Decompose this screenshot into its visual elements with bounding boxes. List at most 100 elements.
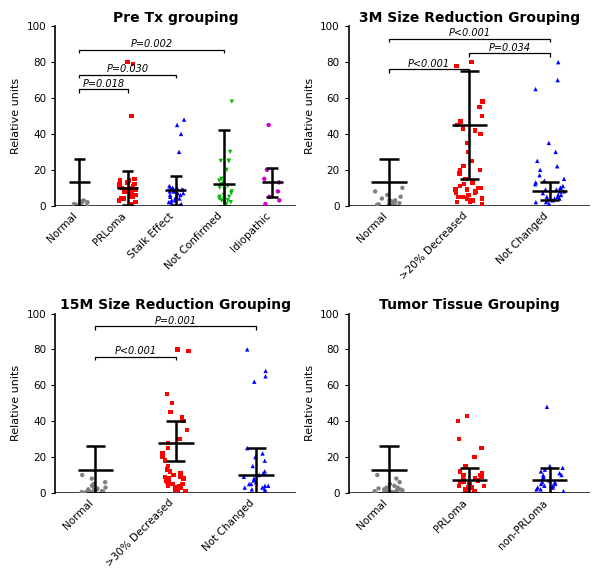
Point [246,479,256,488]
Point [559,187,569,196]
Point [251,452,260,462]
Point [115,176,124,185]
Point [171,192,181,201]
Text: P<0.001: P<0.001 [408,59,450,69]
Point [532,156,542,165]
Point [98,487,108,496]
Point [157,449,167,458]
Point [384,200,394,209]
Point [392,486,401,495]
Point [556,183,566,193]
Point [273,187,282,196]
Point [531,180,540,189]
Point [460,462,470,471]
Point [535,171,545,180]
Point [251,477,261,487]
Point [458,192,468,201]
Point [382,487,391,496]
Point [558,463,567,473]
Point [165,467,175,476]
Point [464,190,474,200]
Point [462,194,472,203]
Point [379,485,389,494]
Point [541,185,551,194]
Point [538,474,548,483]
Point [552,162,562,171]
Point [385,479,395,488]
Y-axis label: Relative units: Relative units [11,78,21,154]
Point [261,200,270,209]
Point [467,57,477,67]
Text: P=0.002: P=0.002 [130,39,173,49]
Point [131,198,141,207]
Point [451,61,461,70]
Point [533,483,543,492]
Point [76,199,85,208]
Point [531,198,541,207]
Point [82,201,92,210]
Point [453,192,463,201]
Point [536,467,546,476]
Point [389,198,398,207]
Point [116,194,126,203]
Point [470,487,480,496]
Point [545,476,554,485]
Point [477,194,487,203]
Point [540,481,549,491]
Point [531,85,540,94]
Point [97,487,107,496]
Point [127,187,136,196]
Point [554,190,563,200]
Point [223,182,233,191]
Point [177,185,187,194]
Point [128,183,138,193]
Point [163,476,173,485]
Point [467,483,477,492]
Point [165,408,175,417]
Point [264,120,273,129]
Point [465,198,475,207]
Point [72,200,81,209]
Point [477,111,487,121]
Point [377,194,386,203]
Point [130,180,139,189]
Point [386,197,396,206]
Point [184,346,194,356]
Point [219,194,229,203]
Point [216,156,225,165]
Point [115,182,124,191]
Point [79,195,88,205]
Point [83,198,93,207]
Point [385,200,394,209]
Point [162,390,172,399]
Point [176,472,186,481]
Point [260,174,269,183]
Point [81,488,90,497]
Point [453,416,463,426]
Point [540,465,550,474]
Point [260,487,270,496]
Point [127,185,136,194]
Point [163,438,172,447]
Point [459,477,468,487]
Point [372,200,382,209]
Point [465,479,474,488]
Point [248,462,258,471]
Point [260,481,270,491]
Point [164,198,174,207]
Point [226,198,236,207]
Point [168,183,177,193]
Point [175,481,185,491]
Point [165,477,174,487]
Point [162,465,172,474]
Y-axis label: Relative units: Relative units [305,78,315,154]
Point [114,195,124,205]
Point [215,192,224,201]
Point [87,474,97,483]
Point [244,479,254,488]
Point [470,474,480,483]
Point [471,187,480,196]
Point [538,470,548,480]
Point [132,185,141,194]
Point [463,190,473,200]
